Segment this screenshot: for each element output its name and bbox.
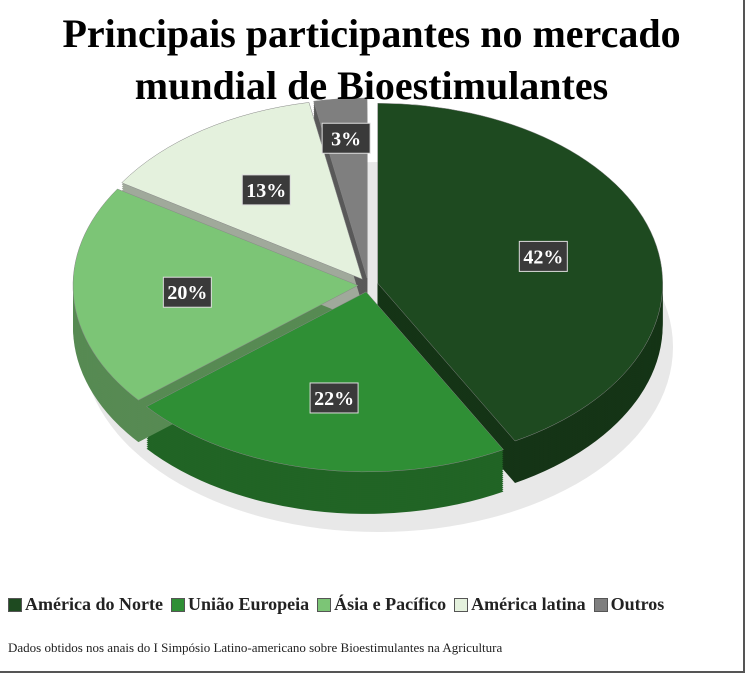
legend-label: Ásia e Pacífico (334, 594, 447, 614)
legend-item: América do Norte (8, 594, 163, 615)
label-text: 42% (523, 246, 563, 268)
source-note: Dados obtidos nos anais do I Simpósio La… (8, 640, 503, 655)
label-text: 3% (331, 128, 361, 150)
legend-swatch (8, 597, 22, 612)
data-label: 20% (162, 276, 212, 308)
pie-area: 42% 22% 20% 13% 3% (72, 97, 673, 532)
legend-label: América do Norte (25, 594, 163, 614)
slice (72, 188, 359, 401)
data-label: 13% (241, 174, 291, 206)
legend-swatch (593, 597, 608, 612)
legend-label: América latina (471, 594, 586, 614)
slice (377, 103, 663, 442)
legend-swatch (454, 597, 469, 612)
legend-item: Outros (593, 594, 665, 615)
label-box (309, 382, 359, 414)
slice (146, 291, 504, 473)
legend-label: Outros (610, 594, 665, 614)
label-box (162, 276, 212, 308)
label-box (321, 122, 371, 154)
legend-label: União Europeia (187, 594, 310, 614)
label-text: 13% (246, 180, 286, 202)
data-label: 42% (518, 240, 568, 272)
label-text: 22% (314, 388, 354, 410)
legend-item: Ásia e Pacífico (317, 594, 446, 615)
legend-item: América latina (454, 594, 586, 615)
legend-swatch (170, 597, 185, 612)
legend-item: União Europeia (170, 594, 310, 615)
label-box (518, 240, 568, 272)
chart-title: Principais participantes no mercado mund… (62, 11, 681, 108)
label-text: 20% (167, 282, 207, 304)
legend-swatch (317, 597, 332, 612)
legend: América do Norte União Europeia Ásia e Pac… (8, 594, 664, 615)
data-label: 3% (321, 122, 371, 154)
label-box (241, 174, 291, 206)
data-label: 22% (309, 382, 359, 414)
